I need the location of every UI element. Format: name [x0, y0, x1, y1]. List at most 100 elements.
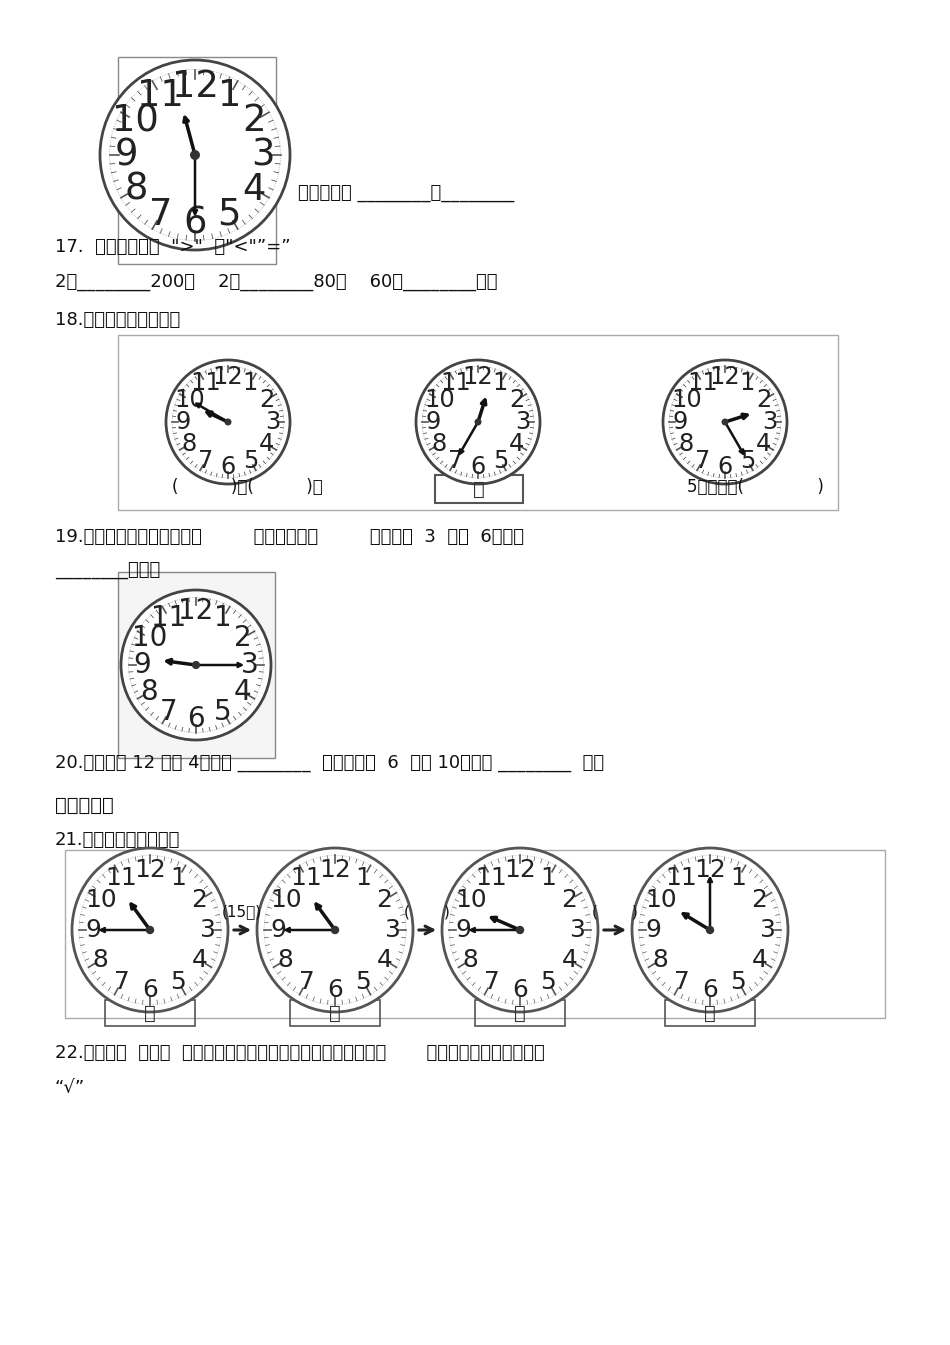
Text: 5: 5	[355, 970, 371, 994]
Text: 2: 2	[509, 387, 524, 412]
Text: 9: 9	[426, 410, 441, 434]
Text: 8: 8	[141, 678, 158, 706]
Circle shape	[475, 420, 481, 425]
Bar	[118, 335, 838, 510]
Text: (       ): ( )	[404, 904, 450, 920]
Ellipse shape	[72, 847, 228, 1011]
Text: 5: 5	[242, 449, 258, 472]
Circle shape	[416, 360, 540, 484]
Text: 8: 8	[277, 948, 294, 972]
Text: 11: 11	[666, 866, 697, 890]
Text: 11: 11	[476, 866, 507, 890]
Text: 12: 12	[134, 858, 166, 882]
Text: 11: 11	[291, 866, 322, 890]
Text: 6: 6	[470, 455, 485, 479]
Text: 12: 12	[694, 858, 726, 882]
Circle shape	[722, 420, 728, 425]
Text: 11: 11	[440, 371, 471, 395]
Text: 8: 8	[93, 948, 108, 972]
Text: ：: ：	[473, 480, 485, 499]
Ellipse shape	[632, 847, 788, 1011]
Text: 12: 12	[172, 69, 218, 105]
Text: 5分钟前是(              ): 5分钟前是( )	[687, 477, 824, 496]
Text: 3: 3	[199, 919, 215, 942]
Text: 8: 8	[653, 948, 669, 972]
Text: 5: 5	[171, 970, 186, 994]
Text: 11: 11	[138, 77, 184, 114]
Text: 3: 3	[515, 410, 530, 434]
Circle shape	[707, 927, 713, 933]
Text: 4: 4	[259, 432, 275, 456]
Text: 12: 12	[179, 597, 214, 625]
Text: 6: 6	[220, 455, 236, 479]
Text: 3: 3	[762, 410, 777, 434]
Text: 9: 9	[270, 919, 286, 942]
Text: 5: 5	[218, 196, 241, 233]
Text: 4: 4	[756, 432, 771, 456]
Text: 10: 10	[85, 888, 117, 912]
Text: 7: 7	[484, 970, 500, 994]
Text: 9: 9	[115, 136, 139, 174]
Text: ________分钟。: ________分钟。	[55, 561, 161, 578]
Text: 10: 10	[645, 888, 676, 912]
Text: 3: 3	[384, 919, 400, 942]
Ellipse shape	[257, 847, 413, 1011]
Text: 12: 12	[463, 366, 493, 389]
Text: 4: 4	[376, 948, 392, 972]
Text: ：: ：	[514, 1003, 526, 1022]
Text: 12: 12	[213, 366, 243, 389]
Bar	[290, 999, 380, 1026]
Text: 6: 6	[187, 705, 205, 733]
Text: 8: 8	[678, 432, 694, 456]
Text: 2时________200分    2时________80分    60分________半时: 2时________200分 2时________80分 60分________…	[55, 273, 498, 291]
Text: 21.　画一画，填一填。: 21. 画一画，填一填。	[55, 831, 180, 849]
Text: 4: 4	[561, 948, 578, 972]
Ellipse shape	[442, 847, 598, 1011]
Text: 2: 2	[259, 387, 275, 412]
Circle shape	[517, 927, 523, 933]
Text: 9: 9	[86, 919, 101, 942]
Text: 4: 4	[234, 678, 252, 706]
Text: 3: 3	[265, 410, 280, 434]
Circle shape	[663, 360, 787, 484]
Circle shape	[191, 151, 200, 159]
Text: 5: 5	[493, 449, 508, 472]
Text: 11: 11	[151, 604, 186, 632]
Text: 8: 8	[431, 432, 446, 456]
Text: 2: 2	[242, 102, 266, 140]
Text: 1: 1	[214, 604, 232, 632]
Text: 7: 7	[298, 970, 314, 994]
Text: 6: 6	[183, 204, 207, 242]
Text: 9: 9	[176, 410, 191, 434]
Text: (          )时(          )分: ( )时( )分	[172, 477, 323, 496]
Text: 7: 7	[114, 970, 129, 994]
Circle shape	[225, 420, 231, 425]
Text: 19.　如图，钟面上的时间是         ，再过一刻是         ；分针从  3  走到  6，走了: 19. 如图，钟面上的时间是 ，再过一刻是 ；分针从 3 走到 6，走了	[55, 529, 524, 546]
Circle shape	[146, 927, 154, 933]
Bar	[475, 999, 565, 1026]
Text: 18.　看钟面，写时间。: 18. 看钟面，写时间。	[55, 311, 180, 330]
Text: 8: 8	[124, 171, 147, 207]
Text: 12: 12	[319, 858, 351, 882]
Text: 4: 4	[192, 948, 207, 972]
Text: 22.　小红（  ）时（  ）分开始煮饥。小红什么时间可能正在吃饥       ？在合适的时间下面打上: 22. 小红（ ）时（ ）分开始煮饥。小红什么时间可能正在吃饥 ？在合适的时间下…	[55, 1044, 544, 1063]
Text: 3: 3	[569, 919, 585, 942]
Text: 三、解答题: 三、解答题	[55, 795, 114, 815]
Text: 3: 3	[252, 136, 275, 174]
Text: 4: 4	[509, 432, 524, 456]
Circle shape	[100, 61, 290, 250]
Text: 3: 3	[241, 651, 258, 679]
Text: 17.  在横线上填上  ">"  或"<"”=”: 17. 在横线上填上 ">" 或"<"”=”	[55, 238, 291, 256]
Text: “√”: “√”	[55, 1079, 86, 1098]
Text: 3: 3	[759, 919, 775, 942]
Text: 10: 10	[131, 624, 167, 652]
Text: 2: 2	[376, 888, 392, 912]
Text: 9: 9	[133, 651, 151, 679]
Bar	[435, 475, 523, 503]
Text: (       ): ( )	[592, 904, 638, 920]
Text: 7: 7	[198, 449, 214, 472]
Text: 1: 1	[541, 866, 557, 890]
Text: 10: 10	[270, 888, 301, 912]
Text: 9: 9	[455, 919, 471, 942]
Text: 9: 9	[645, 919, 661, 942]
